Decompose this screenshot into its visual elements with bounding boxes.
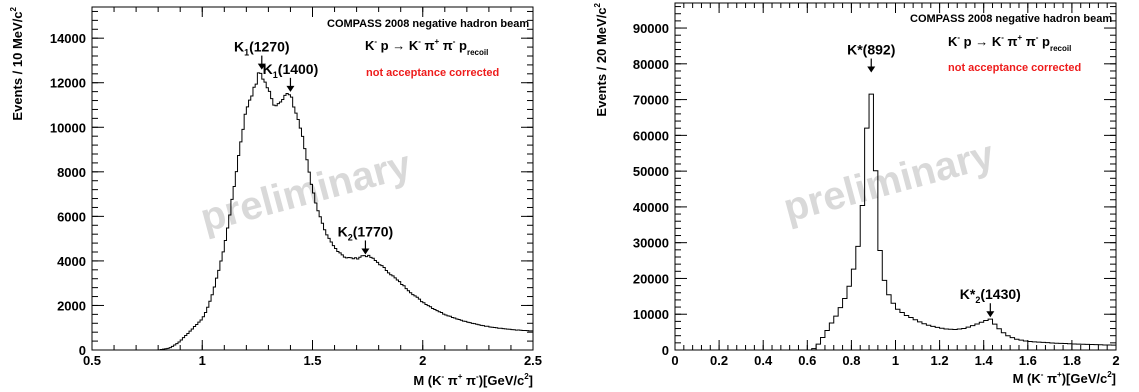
right-reaction: K- p → K- π+ π- precoil xyxy=(948,33,1071,53)
x-tick-label: 0.8 xyxy=(842,353,860,368)
x-tick-label: 1.2 xyxy=(931,353,949,368)
y-tick-label: 80000 xyxy=(633,57,669,72)
right-panel: 0 0.2 0.4 0.6 0.8 1 1.2 1.4 1.6 1.8 2 0 10000 20000 30… xyxy=(593,2,1120,386)
right-title: COMPASS 2008 negative hadron beam xyxy=(910,13,1112,25)
peak-label: K*(892) xyxy=(847,42,895,58)
y-tick-label: 20000 xyxy=(633,271,669,286)
x-tick-label: 1.6 xyxy=(1019,353,1037,368)
x-tick-label: 1 xyxy=(199,353,206,368)
left-ylabel: Events / 10 MeV/c2 xyxy=(9,6,25,120)
peak-arrowhead xyxy=(986,311,995,318)
x-tick-label: 1.5 xyxy=(303,353,321,368)
left-histogram xyxy=(157,72,533,351)
y-tick-label: 10000 xyxy=(50,120,86,135)
peak-arrowhead xyxy=(286,85,295,92)
x-tick-label: 0 xyxy=(671,353,678,368)
right-ylabel: Events / 20 MeV/c2 xyxy=(593,2,609,116)
y-tick-label: 50000 xyxy=(633,164,669,179)
right-xlabel: M (K- π+)[GeV/c2] xyxy=(1013,370,1116,386)
y-tick-label: 14000 xyxy=(50,31,86,46)
right-watermark: preliminary xyxy=(779,132,999,231)
right-ticks: 0 0.2 0.4 0.6 0.8 1 1.2 1.4 1.6 1.8 2 0 10000 20000 30… xyxy=(633,3,1120,368)
y-tick-label: 2000 xyxy=(57,298,86,313)
y-tick-label: 0 xyxy=(662,343,669,358)
y-tick-label: 40000 xyxy=(633,200,669,215)
peak-label: K2(1770) xyxy=(338,223,394,242)
y-tick-label: 6000 xyxy=(57,209,86,224)
y-tick-label: 90000 xyxy=(633,21,669,36)
peak-arrowhead xyxy=(361,248,370,255)
left-note: not acceptance corrected xyxy=(366,67,499,79)
peak-arrowhead xyxy=(867,66,876,73)
peak-arrowhead xyxy=(257,63,266,70)
peak-label: K1(1400) xyxy=(263,61,319,80)
x-tick-label: 0.2 xyxy=(710,353,728,368)
left-annotations: K1(1270) K1(1400) K2(1770) xyxy=(234,39,393,255)
x-tick-label: 2 xyxy=(419,353,426,368)
x-tick-label: 2.5 xyxy=(524,353,542,368)
y-tick-label: 8000 xyxy=(57,165,86,180)
x-tick-label: 0.6 xyxy=(798,353,816,368)
x-tick-label: 0.5 xyxy=(83,353,101,368)
right-histogram xyxy=(811,93,1116,350)
y-tick-label: 0 xyxy=(79,343,86,358)
x-tick-label: 0.4 xyxy=(754,353,773,368)
y-tick-label: 60000 xyxy=(633,128,669,143)
peak-label: K1(1270) xyxy=(234,39,290,58)
left-ticks: 0.5 1 1.5 2 2.5 0 2000 4000 6000 8000 10000 12000 14… xyxy=(50,7,542,368)
peak-label: K*2(1430) xyxy=(960,286,1021,305)
x-tick-label: 2 xyxy=(1112,353,1119,368)
y-tick-label: 70000 xyxy=(633,93,669,108)
right-note: not acceptance corrected xyxy=(948,62,1081,74)
x-tick-label: 1 xyxy=(892,353,899,368)
right-annotations: K*(892) K*2(1430) xyxy=(847,42,1021,318)
y-tick-label: 12000 xyxy=(50,76,86,91)
y-tick-label: 30000 xyxy=(633,236,669,251)
x-tick-label: 1.8 xyxy=(1063,353,1081,368)
left-panel: 0.5 1 1.5 2 2.5 0 2000 4000 6000 8000 10000 12000 14… xyxy=(9,6,542,388)
y-tick-label: 4000 xyxy=(57,254,86,269)
left-title: COMPASS 2008 negative hadron beam xyxy=(327,18,529,30)
left-reaction: K- p → K- π+ π- precoil xyxy=(365,37,488,57)
x-tick-label: 1.4 xyxy=(975,353,994,368)
left-xlabel: M (K- π+ π-)[GeV/c2] xyxy=(413,372,533,388)
y-tick-label: 10000 xyxy=(633,307,669,322)
